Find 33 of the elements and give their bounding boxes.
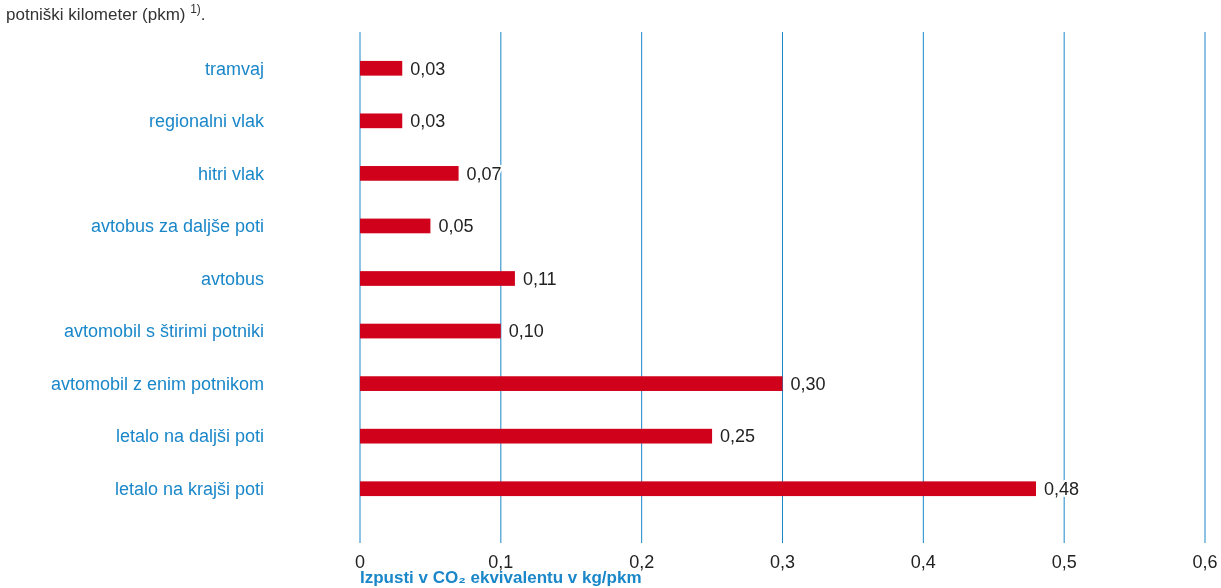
x-tick-label: 0,3 — [769, 552, 796, 572]
y-tick-label: tramvaj — [204, 58, 264, 79]
y-tick-label: avtomobil z enim potnikom — [50, 373, 264, 394]
y-tick-label: avtomobil s štirimi potniki — [63, 321, 264, 342]
x-tick-label: 0,6 — [1192, 552, 1218, 572]
y-tick-label: avtobus za daljše poti — [90, 216, 264, 237]
bar — [360, 271, 515, 286]
y-tick-label: letalo na krajši poti — [114, 479, 264, 500]
data-label: 0,25 — [720, 426, 756, 447]
bar — [360, 481, 1036, 497]
data-label: 0,10 — [508, 321, 544, 342]
bar — [360, 113, 403, 129]
data-label: 0,05 — [438, 216, 474, 237]
bar — [360, 323, 501, 339]
data-label: 0,30 — [790, 373, 826, 394]
data-label: 0,11 — [522, 268, 557, 289]
data-label: 0,03 — [410, 58, 446, 79]
x-tick-label: 0,1 — [488, 552, 514, 572]
bar — [360, 376, 783, 391]
bar — [360, 218, 431, 234]
y-tick-label: hitri vlak — [197, 163, 265, 184]
text: potniški kilometer (pkm) $^{1)}$. — [6, 2, 206, 24]
bar — [360, 60, 403, 76]
y-tick-label: regionalni vlak — [148, 111, 265, 132]
y-tick-label: letalo na daljši poti — [115, 426, 264, 447]
x-tick-label: 0,2 — [629, 552, 655, 572]
x-tick-label: 0,5 — [1051, 552, 1077, 572]
y-tick-label: avtobus — [200, 268, 264, 289]
x-tick-label: 0,4 — [910, 552, 936, 572]
bar — [360, 428, 713, 444]
x-tick-label: 0 — [354, 552, 366, 572]
data-label: 0,03 — [410, 111, 446, 132]
bar — [360, 166, 459, 181]
